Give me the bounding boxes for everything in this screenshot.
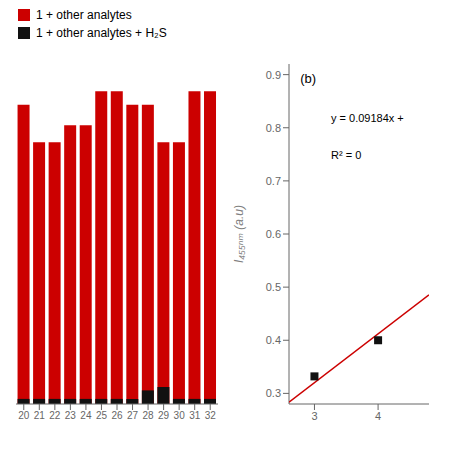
svg-text:23: 23 bbox=[65, 410, 77, 421]
html-text:1 + other analytes: 1 + other analytes bbox=[36, 8, 132, 22]
html-text:(b): (b) bbox=[300, 70, 317, 86]
svg-text:I₄₅₅ₙₘ (a.u): I₄₅₅ₙₘ (a.u) bbox=[232, 205, 246, 263]
html-text:y = 0.09184x +: y = 0.09184x + bbox=[331, 111, 404, 124]
svg-text:0.3: 0.3 bbox=[266, 387, 281, 399]
svg-text:25: 25 bbox=[96, 410, 108, 421]
svg-text:22: 22 bbox=[49, 410, 61, 421]
html-text:1 + other analytes + H₂S: 1 + other analytes + H₂S bbox=[36, 26, 167, 40]
svg-text:30: 30 bbox=[174, 410, 186, 421]
svg-text:0.8: 0.8 bbox=[266, 122, 281, 134]
svg-text:0.5: 0.5 bbox=[266, 281, 281, 293]
svg-text:29: 29 bbox=[158, 410, 170, 421]
svg-text:0.4: 0.4 bbox=[266, 334, 281, 346]
svg-text:0.6: 0.6 bbox=[266, 228, 281, 240]
svg-text:28: 28 bbox=[143, 410, 155, 421]
svg-text:4: 4 bbox=[375, 410, 381, 422]
svg-text:26: 26 bbox=[111, 410, 123, 421]
svg-text:20: 20 bbox=[18, 410, 30, 421]
svg-text:32: 32 bbox=[205, 410, 217, 421]
svg-text:27: 27 bbox=[127, 410, 139, 421]
svg-text:24: 24 bbox=[80, 410, 92, 421]
svg-text:3: 3 bbox=[311, 410, 317, 422]
svg-text:21: 21 bbox=[34, 410, 46, 421]
svg-text:31: 31 bbox=[189, 410, 201, 421]
svg-text:0.9: 0.9 bbox=[266, 69, 281, 81]
html-text:R² = 0: R² = 0 bbox=[331, 149, 362, 161]
svg-text:0.7: 0.7 bbox=[266, 175, 281, 187]
